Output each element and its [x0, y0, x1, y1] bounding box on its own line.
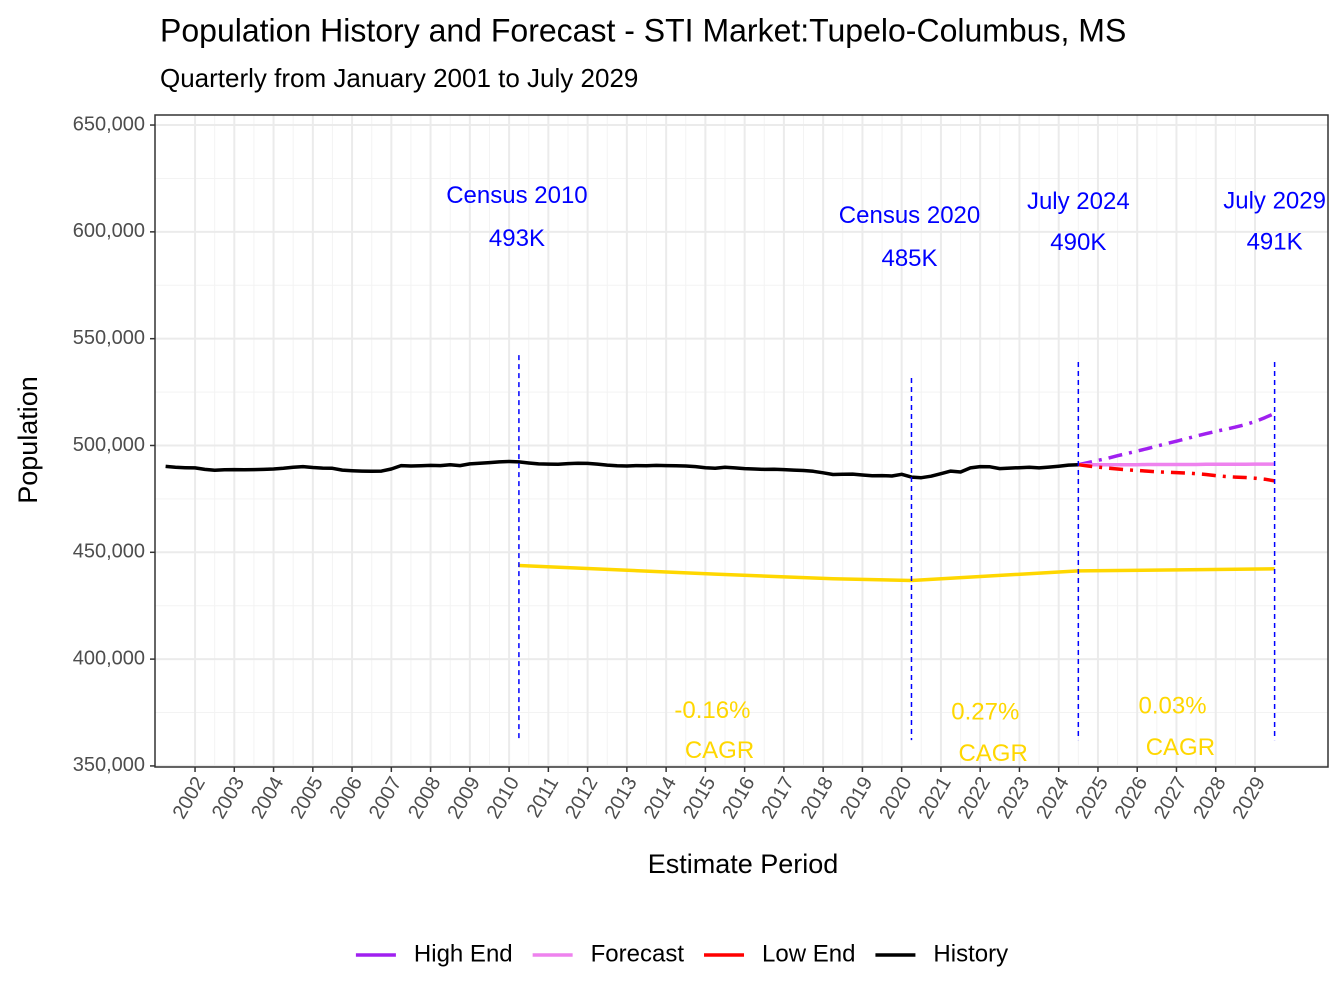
annotation: 0.27%	[951, 698, 1019, 725]
y-tick-label: 650,000	[73, 113, 145, 135]
legend: High End Forecast Low End History	[355, 940, 1008, 967]
annotation: 485K	[881, 245, 937, 272]
annotation: 493K	[489, 225, 545, 252]
legend-label: History	[933, 940, 1008, 967]
y-tick-label: 400,000	[73, 647, 145, 669]
legend-item: Forecast	[532, 940, 685, 967]
annotation: CAGR	[685, 737, 754, 764]
y-tick-label: 600,000	[73, 220, 145, 242]
legend-item: High End	[355, 940, 513, 967]
legend-item: Low End	[704, 940, 855, 967]
chart-title: Population History and Forecast - STI Ma…	[160, 12, 1126, 48]
annotation: -0.16%	[674, 697, 750, 724]
annotation: CAGR	[958, 740, 1027, 767]
series-line	[1077, 411, 1276, 467]
y-tick-label: 450,000	[73, 541, 145, 563]
annotation: July 2029	[1223, 187, 1326, 214]
annotation: 0.03%	[1139, 692, 1207, 719]
y-tick-label: 350,000	[73, 754, 145, 776]
series-line	[1078, 462, 1275, 483]
legend-label: Forecast	[591, 940, 685, 967]
series-line	[165, 459, 1079, 480]
annotation: CAGR	[1146, 734, 1215, 761]
chart-subtitle: Quarterly from January 2001 to July 2029	[160, 63, 638, 93]
annotation: Census 2010	[446, 182, 587, 209]
series-line	[518, 563, 1275, 583]
x-axis-title: Estimate Period	[648, 849, 839, 879]
annotation: 490K	[1050, 229, 1106, 256]
legend-label: High End	[414, 940, 513, 967]
series-line	[1078, 462, 1275, 467]
legend-item: History	[875, 940, 1008, 967]
annotation: Census 2020	[839, 202, 980, 229]
annotation: 491K	[1247, 228, 1303, 255]
y-tick-label: 550,000	[73, 327, 145, 349]
y-axis-title: Population	[13, 376, 43, 504]
panel-border	[154, 114, 1329, 768]
annotation: July 2024	[1027, 188, 1130, 215]
legend-label: Low End	[762, 940, 855, 967]
y-tick-label: 500,000	[73, 434, 145, 456]
